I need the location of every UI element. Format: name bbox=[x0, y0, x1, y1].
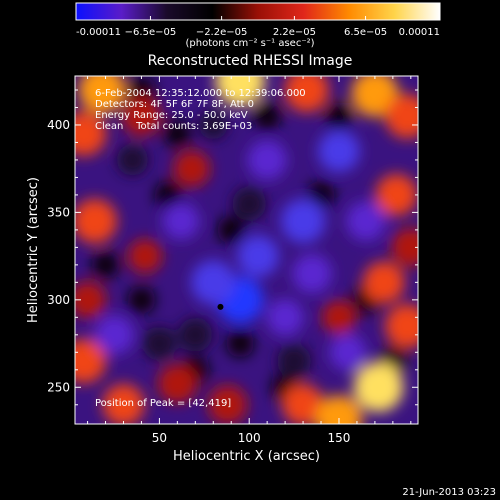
image-region bbox=[102, 383, 145, 424]
image-region bbox=[232, 186, 267, 221]
y-tick-label: 300 bbox=[47, 293, 70, 307]
footer-timestamp: 21-Jun-2013 03:23 bbox=[402, 487, 496, 498]
y-tick-label: 250 bbox=[47, 380, 70, 394]
image-region bbox=[191, 260, 236, 305]
image-region bbox=[75, 281, 106, 319]
image-region bbox=[162, 202, 200, 240]
image-region bbox=[75, 111, 107, 156]
y-tick-label: 400 bbox=[47, 118, 70, 132]
image-region bbox=[315, 395, 363, 424]
image-region bbox=[78, 76, 126, 114]
chart-title: Reconstructed RHESSI Image bbox=[147, 53, 353, 69]
image-region bbox=[215, 76, 265, 106]
x-tick-label: 150 bbox=[328, 431, 351, 445]
image-region bbox=[321, 300, 357, 335]
image-region bbox=[282, 383, 324, 424]
annotation-detectors: Detectors: 4F 5F 6F 7F 8F, Att 0 bbox=[95, 99, 255, 110]
image-region bbox=[280, 198, 326, 244]
annotation-energy-range: Energy Range: 25.0 - 50.0 keV bbox=[95, 110, 248, 121]
image-region bbox=[375, 174, 418, 216]
plot-frame bbox=[74, 75, 419, 425]
image-region bbox=[276, 343, 312, 379]
colorbar-tick-label: 0.00011 bbox=[399, 27, 440, 38]
annotation-time-range: 6-Feb-2004 12:35:12.000 to 12:39:06.000 bbox=[95, 88, 306, 99]
image-region bbox=[362, 261, 405, 304]
colorbar-tick-label: -0.00011 bbox=[76, 27, 121, 38]
image-region bbox=[121, 96, 162, 136]
image-region bbox=[178, 317, 213, 352]
image-region bbox=[353, 362, 404, 413]
image-region bbox=[198, 110, 228, 140]
image-region bbox=[75, 198, 117, 244]
y-axis-label: Heliocentric Y (arcsec) bbox=[26, 177, 41, 323]
colorbar-tick-label: −2.2e−05 bbox=[196, 27, 248, 38]
image-region bbox=[351, 76, 399, 117]
axes: 50 100 150 250 300 350 400 Heliocentric X (arcs… bbox=[26, 76, 418, 464]
x-tick-label: 100 bbox=[238, 431, 261, 445]
image-plot-area bbox=[75, 76, 418, 424]
colorbar-unit-label: (photons cm⁻² s⁻¹ asec⁻²) bbox=[185, 38, 315, 49]
image-region bbox=[346, 201, 386, 241]
image-region bbox=[142, 326, 177, 361]
colorbar bbox=[75, 2, 441, 21]
y-tick-label: 350 bbox=[47, 205, 70, 219]
image-region bbox=[385, 94, 418, 139]
image-region bbox=[94, 315, 135, 355]
x-tick-label: 50 bbox=[152, 431, 167, 445]
colorbar-ticks: -0.00011 −6.5e−05 −2.2e−05 2.2e−05 6.5e−05 0.… bbox=[75, 16, 441, 38]
image-region bbox=[292, 253, 332, 294]
image-region bbox=[157, 364, 197, 404]
image-region bbox=[208, 385, 248, 424]
peak-marker bbox=[217, 303, 224, 310]
annotation-peak-position: Position of Peak = [42,419] bbox=[95, 398, 232, 409]
colorbar-tick-label: 2.2e−05 bbox=[273, 27, 316, 38]
image-region bbox=[173, 150, 211, 188]
image-region bbox=[318, 130, 360, 173]
image-region bbox=[284, 76, 329, 113]
image-region bbox=[391, 227, 418, 268]
image-region bbox=[116, 144, 149, 176]
colorbar-tick-label: −6.5e−05 bbox=[125, 27, 177, 38]
image-region bbox=[237, 235, 280, 278]
image-region bbox=[127, 239, 163, 274]
image-region bbox=[385, 303, 418, 349]
image-region bbox=[75, 338, 107, 384]
image-region bbox=[247, 140, 287, 180]
image-region bbox=[329, 333, 367, 371]
image-region bbox=[266, 298, 304, 336]
x-axis-label: Heliocentric X (arcsec) bbox=[173, 449, 320, 464]
annotation-total-counts: Clean Total counts: 3.69E+03 bbox=[95, 121, 253, 132]
colorbar-tick-label: 6.5e−05 bbox=[344, 27, 387, 38]
